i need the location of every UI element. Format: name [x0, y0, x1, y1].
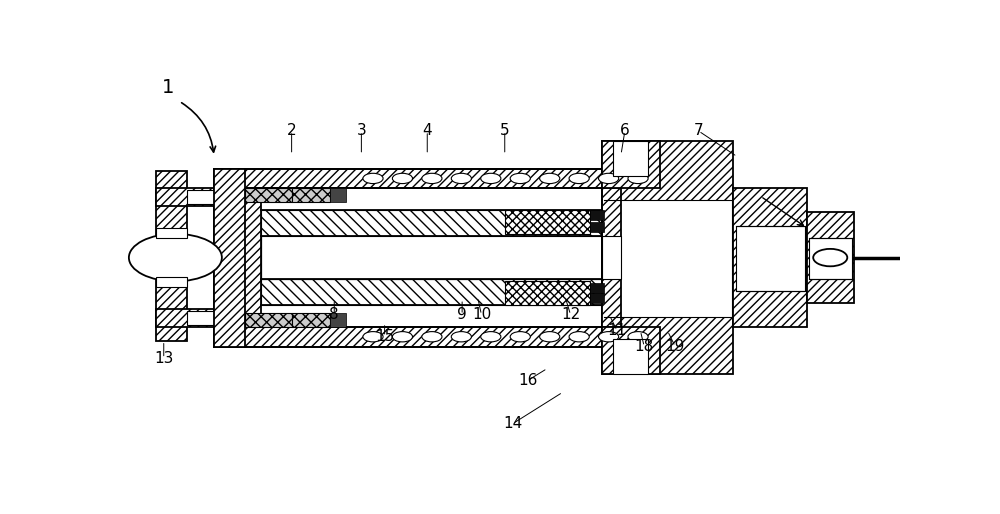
Polygon shape	[156, 278, 187, 287]
Polygon shape	[505, 210, 590, 234]
Text: 6: 6	[620, 123, 630, 138]
Bar	[590, 210, 604, 220]
Polygon shape	[292, 313, 330, 327]
Circle shape	[481, 332, 501, 342]
Polygon shape	[156, 188, 214, 206]
Polygon shape	[261, 210, 602, 236]
Polygon shape	[156, 228, 187, 238]
Polygon shape	[214, 236, 261, 246]
Circle shape	[129, 234, 222, 281]
Text: 9: 9	[457, 307, 467, 322]
Circle shape	[813, 249, 847, 266]
Polygon shape	[292, 188, 330, 202]
Circle shape	[628, 173, 648, 183]
Polygon shape	[602, 141, 733, 374]
Polygon shape	[733, 188, 807, 327]
Polygon shape	[245, 188, 292, 202]
Circle shape	[540, 332, 560, 342]
Text: 1: 1	[161, 78, 174, 97]
Polygon shape	[807, 212, 854, 303]
Bar	[590, 293, 604, 303]
Text: 12: 12	[561, 307, 580, 322]
Polygon shape	[602, 188, 621, 327]
Circle shape	[510, 332, 530, 342]
Polygon shape	[505, 281, 590, 305]
Text: 16: 16	[518, 373, 538, 388]
Bar	[214, 188, 621, 327]
Circle shape	[628, 332, 648, 342]
Polygon shape	[261, 280, 602, 305]
Text: 5: 5	[500, 123, 510, 138]
Polygon shape	[602, 327, 660, 374]
Circle shape	[422, 332, 442, 342]
Bar	[187, 311, 214, 325]
Bar	[613, 339, 648, 374]
Polygon shape	[214, 188, 261, 327]
Polygon shape	[156, 171, 187, 341]
Circle shape	[392, 173, 413, 183]
Circle shape	[422, 173, 442, 183]
Text: 4: 4	[422, 123, 432, 138]
Polygon shape	[214, 169, 245, 346]
Circle shape	[363, 332, 383, 342]
Text: 14: 14	[503, 416, 522, 431]
Polygon shape	[245, 313, 292, 327]
Text: 8: 8	[329, 307, 339, 322]
Circle shape	[599, 332, 619, 342]
Circle shape	[392, 332, 413, 342]
Circle shape	[599, 173, 619, 183]
Bar	[736, 226, 805, 291]
Circle shape	[451, 173, 471, 183]
Polygon shape	[214, 169, 621, 188]
Circle shape	[451, 332, 471, 342]
Bar	[330, 188, 346, 202]
Text: 18: 18	[635, 339, 654, 354]
Circle shape	[481, 173, 501, 183]
Text: 15: 15	[375, 329, 394, 344]
Text: 11: 11	[608, 323, 627, 338]
Polygon shape	[156, 309, 214, 327]
Bar	[590, 283, 604, 293]
Circle shape	[540, 173, 560, 183]
Text: 10: 10	[472, 307, 491, 322]
Bar	[330, 313, 346, 327]
Bar	[187, 190, 214, 204]
Polygon shape	[214, 327, 621, 346]
Bar	[590, 222, 604, 232]
Text: 2: 2	[287, 123, 296, 138]
Text: 7: 7	[694, 123, 703, 138]
Bar	[604, 200, 732, 317]
Bar	[613, 141, 648, 176]
Bar	[809, 238, 852, 280]
Text: 3: 3	[356, 123, 366, 138]
Text: 19: 19	[666, 339, 685, 354]
Polygon shape	[602, 141, 660, 188]
Circle shape	[569, 332, 589, 342]
Bar	[214, 246, 261, 269]
Polygon shape	[602, 236, 621, 280]
Polygon shape	[214, 269, 261, 280]
Text: 13: 13	[154, 351, 173, 366]
Circle shape	[510, 173, 530, 183]
Circle shape	[569, 173, 589, 183]
Circle shape	[363, 173, 383, 183]
Bar	[261, 236, 602, 280]
